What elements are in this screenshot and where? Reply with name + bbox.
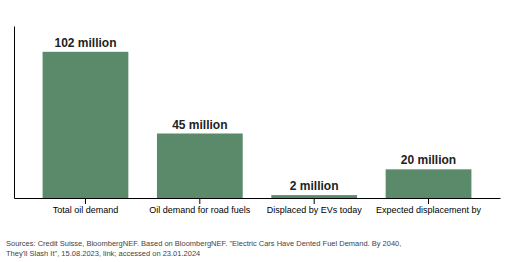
x-tick: Oil demand for road fuels: [149, 198, 251, 215]
data-label: 45 million: [172, 118, 227, 132]
x-tick-mark: [199, 198, 200, 204]
x-tick-label: Displaced by EVs today: [267, 205, 363, 215]
x-tick-mark: [85, 198, 86, 204]
data-label: 20 million: [401, 153, 456, 167]
bar: [271, 195, 357, 198]
x-tick-label: Expected displacement by: [376, 205, 482, 215]
bar: [43, 52, 129, 198]
x-tick-label: Total oil demand: [53, 205, 119, 215]
data-label: 2 million: [290, 179, 339, 193]
y-axis-line: [14, 27, 15, 199]
x-tick-mark: [314, 198, 315, 204]
x-tick-label: Oil demand for road fuels: [149, 205, 251, 215]
x-tick: Total oil demand: [53, 198, 119, 215]
data-label: 102 million: [54, 36, 116, 50]
bar: [157, 134, 243, 199]
x-tick-mark: [428, 198, 429, 204]
bar: [386, 169, 472, 198]
x-axis-line: [15, 198, 501, 199]
annotation: Sources: Credit Suisse, BloombergNEF. Ba…: [6, 239, 401, 248]
plot-area: [43, 52, 472, 198]
annotation: They'll Slash It", 15.08.2023, link; acc…: [6, 249, 200, 258]
data-labels: 102 million 45 million 2 million 20 million: [54, 36, 456, 193]
x-axis: Total oil demand Oil demand for road fuel…: [15, 198, 501, 215]
annotations: Sources: Credit Suisse, BloombergNEF. Ba…: [6, 239, 401, 258]
chart: Total oil demand Oil demand for road fuel…: [0, 0, 512, 262]
x-tick: Displaced by EVs today: [267, 198, 363, 215]
x-tick: Expected displacement by: [376, 198, 482, 215]
y-axis: [14, 27, 15, 199]
